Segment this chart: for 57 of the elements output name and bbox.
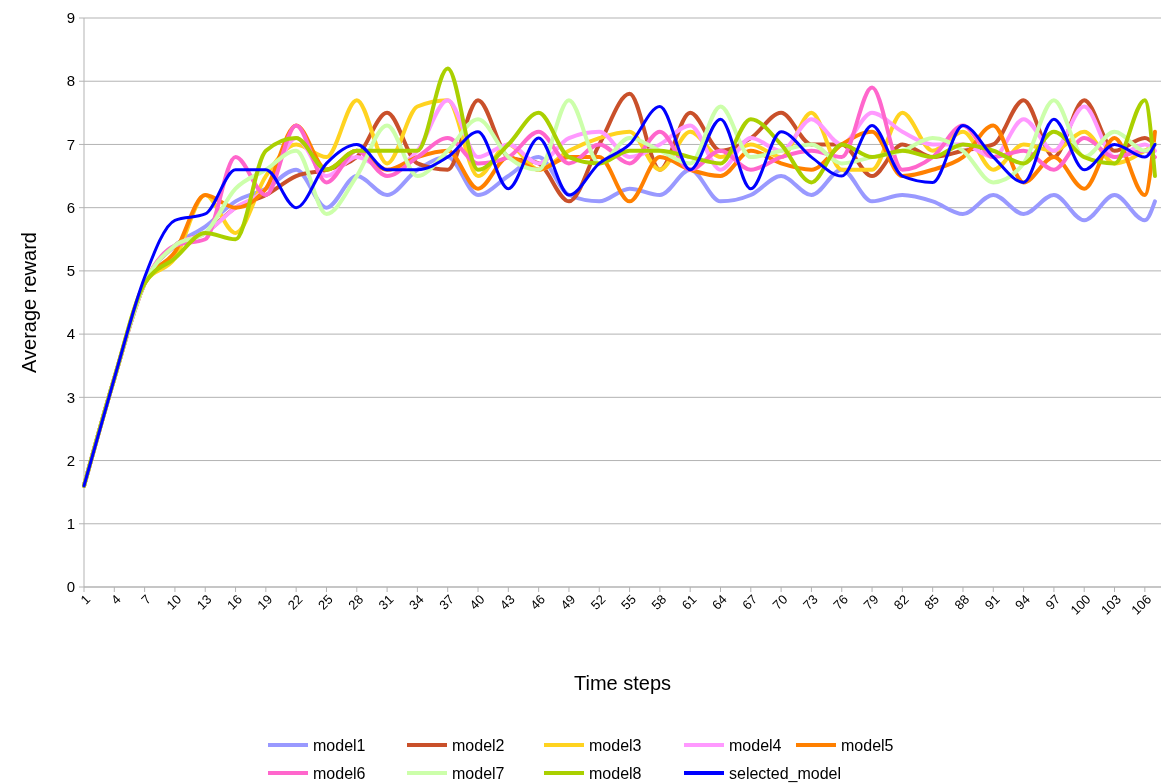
legend-label: model2: [452, 736, 505, 754]
legend-label: model3: [589, 736, 642, 754]
y-tick-label: 2: [66, 451, 75, 469]
x-tick-label: 40: [466, 591, 488, 613]
legend-label: model1: [313, 736, 366, 754]
x-tick-label: 22: [284, 591, 306, 613]
legend-label: model7: [452, 764, 505, 782]
x-tick-label: 100: [1067, 591, 1094, 618]
x-tick-label: 73: [799, 591, 821, 613]
x-tick-label: 67: [739, 591, 761, 613]
x-tick-label: 61: [678, 591, 700, 613]
x-tick-label: 55: [618, 591, 639, 613]
x-tick-label: 43: [496, 591, 518, 613]
y-tick-label: 6: [66, 198, 75, 216]
legend-label: model8: [589, 764, 642, 782]
y-tick-label: 7: [66, 135, 75, 153]
legend-label: model4: [729, 736, 782, 754]
x-tick-label: 19: [254, 591, 276, 613]
x-tick-label: 1: [77, 591, 94, 608]
x-tick-label: 10: [163, 591, 185, 613]
x-tick-label: 31: [375, 591, 397, 613]
x-tick-label: 28: [345, 591, 367, 613]
x-tick-label: 13: [193, 591, 215, 613]
x-tick-label: 16: [224, 591, 245, 613]
y-tick-label: 8: [66, 72, 75, 90]
y-tick-label: 1: [66, 515, 75, 533]
x-tick-label: 94: [1012, 591, 1033, 613]
x-tick-label: 85: [921, 591, 943, 613]
x-tick-label: 103: [1097, 591, 1124, 618]
y-tick-label: 0: [66, 578, 75, 596]
x-tick-label: 58: [648, 591, 670, 613]
x-tick-label: 97: [1042, 591, 1064, 613]
x-tick-label: 7: [138, 591, 154, 608]
x-tick-label: 70: [769, 591, 791, 613]
y-tick-label: 4: [66, 325, 75, 343]
x-tick-label: 46: [527, 591, 548, 613]
x-tick-label: 91: [981, 591, 1003, 613]
legend-label: model6: [313, 764, 366, 782]
x-tick-label: 49: [557, 591, 579, 613]
y-axis-title: Average reward: [18, 232, 40, 373]
x-tick-label: 4: [107, 591, 124, 608]
y-tick-label: 9: [66, 9, 75, 27]
x-tick-label: 52: [587, 591, 609, 613]
x-tick-label: 106: [1128, 591, 1155, 618]
x-tick-label: 76: [830, 591, 852, 613]
x-axis-title: Time steps: [573, 672, 672, 694]
legend-label: selected_model: [729, 764, 842, 783]
x-tick-label: 88: [951, 591, 973, 613]
x-tick-label: 25: [314, 591, 336, 613]
y-tick-label: 3: [66, 388, 75, 406]
legend-label: model5: [841, 736, 894, 754]
x-tick-label: 79: [860, 591, 882, 613]
x-tick-label: 34: [405, 591, 427, 613]
y-tick-label: 5: [66, 262, 75, 280]
x-tick-label: 64: [709, 591, 730, 613]
x-tick-label: 37: [436, 591, 458, 613]
x-tick-label: 82: [890, 591, 912, 613]
